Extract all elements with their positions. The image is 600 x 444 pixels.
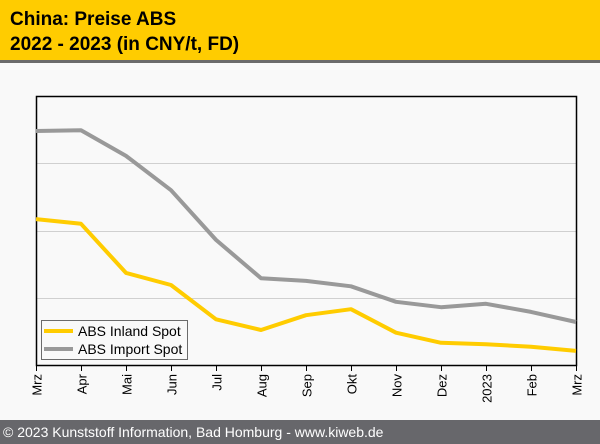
x-tick-label: Jun [165,374,180,395]
x-tick-label: Apr [75,373,90,394]
copyright-text: © 2023 Kunststoff Information, Bad Hombu… [3,424,384,440]
x-tick-label: Dez [435,374,450,397]
x-tick-label: Nov [390,374,405,398]
legend-label: ABS Inland Spot [78,323,181,339]
x-tick-label: Sep [300,374,315,397]
legend-box [41,320,188,360]
chart-title: China: Preise ABS [10,9,177,30]
chart-subtitle: 2022 - 2023 (in CNY/t, FD) [10,34,240,55]
x-tick-label: Okt [345,374,360,395]
x-tick-label: Mai [120,374,135,395]
series-line-inland [35,217,577,353]
x-tick-label: Jul [210,374,225,391]
x-tick-label: 2023 [480,374,495,403]
chart-header: China: Preise ABS 2022 - 2023 (in CNY/t,… [0,0,600,63]
x-tick-label: Feb [525,374,540,396]
x-tick-label: Mrz [570,374,585,396]
legend-label: ABS Import Spot [78,341,182,357]
x-tick-label: Aug [255,374,270,397]
footer: © 2023 Kunststoff Information, Bad Hombu… [0,420,600,444]
x-tick-label: Mrz [30,374,45,396]
